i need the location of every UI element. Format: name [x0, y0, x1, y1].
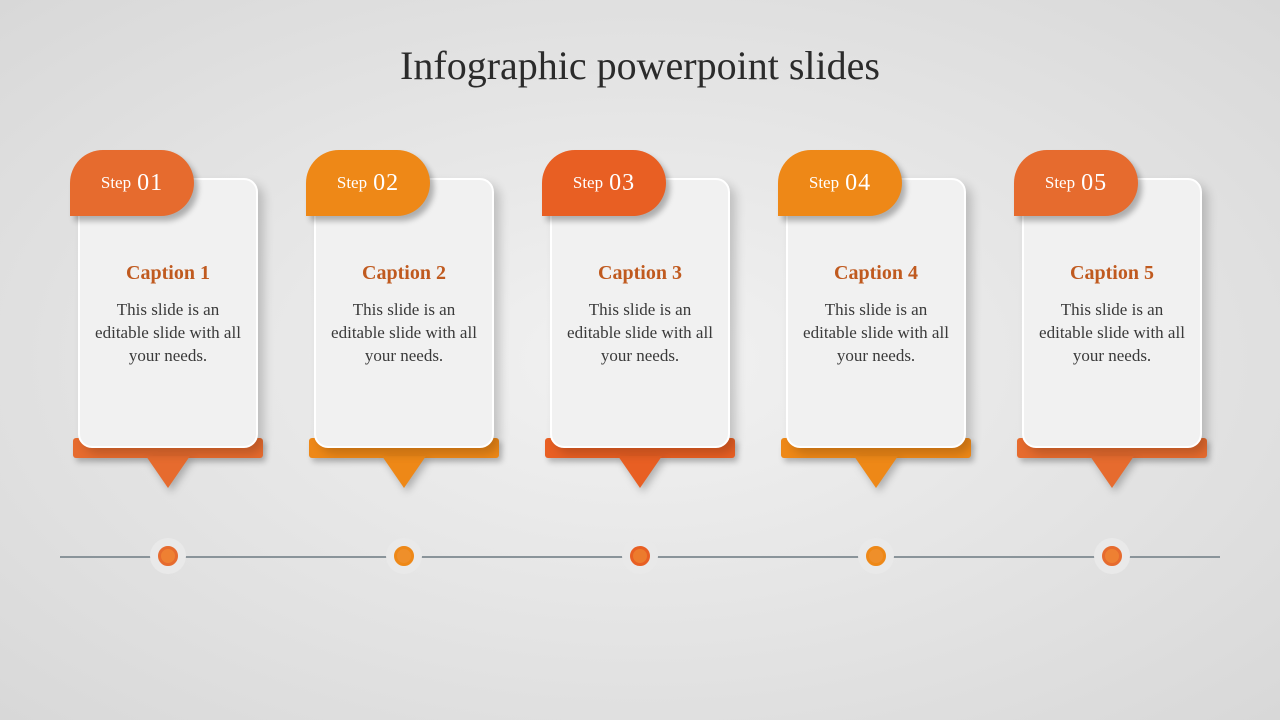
step-number: 05 — [1081, 170, 1107, 197]
under-triangle-icon — [382, 456, 426, 488]
step-card-4: Step 04 Caption 4 This slide is an edita… — [778, 178, 974, 448]
caption: Caption 1 — [94, 262, 242, 285]
body-text: This slide is an editable slide with all… — [1038, 299, 1186, 368]
card-panel: Step 02 Caption 2 This slide is an edita… — [314, 178, 494, 448]
card-panel: Step 05 Caption 5 This slide is an edita… — [1022, 178, 1202, 448]
step-badge: Step 04 — [778, 150, 902, 216]
body-text: This slide is an editable slide with all… — [566, 299, 714, 368]
page-title: Infographic powerpoint slides — [0, 42, 1280, 89]
dot-inner-icon — [1102, 546, 1122, 566]
timeline-dot — [858, 538, 894, 574]
caption: Caption 4 — [802, 262, 950, 285]
card-panel: Step 01 Caption 1 This slide is an edita… — [78, 178, 258, 448]
step-card-3: Step 03 Caption 3 This slide is an edita… — [542, 178, 738, 448]
under-triangle-icon — [618, 456, 662, 488]
step-badge: Step 05 — [1014, 150, 1138, 216]
step-label: Step — [101, 173, 131, 193]
body-text: This slide is an editable slide with all… — [802, 299, 950, 368]
dot-inner-icon — [866, 546, 886, 566]
card-panel: Step 04 Caption 4 This slide is an edita… — [786, 178, 966, 448]
step-card-1: Step 01 Caption 1 This slide is an edita… — [70, 178, 266, 448]
step-label: Step — [1045, 173, 1075, 193]
step-label: Step — [573, 173, 603, 193]
step-card-2: Step 02 Caption 2 This slide is an edita… — [306, 178, 502, 448]
timeline-dot — [150, 538, 186, 574]
step-badge: Step 02 — [306, 150, 430, 216]
timeline-dot — [1094, 538, 1130, 574]
body-text: This slide is an editable slide with all… — [94, 299, 242, 368]
step-label: Step — [809, 173, 839, 193]
step-number: 03 — [609, 170, 635, 197]
under-triangle-icon — [854, 456, 898, 488]
dot-inner-icon — [394, 546, 414, 566]
step-number: 01 — [137, 170, 163, 197]
under-triangle-icon — [146, 456, 190, 488]
timeline-dot — [386, 538, 422, 574]
timeline-dot — [622, 538, 658, 574]
step-number: 04 — [845, 170, 871, 197]
under-triangle-icon — [1090, 456, 1134, 488]
caption: Caption 5 — [1038, 262, 1186, 285]
cards-row: Step 01 Caption 1 This slide is an edita… — [0, 178, 1280, 448]
dot-inner-icon — [158, 546, 178, 566]
step-badge: Step 01 — [70, 150, 194, 216]
dot-inner-icon — [630, 546, 650, 566]
card-panel: Step 03 Caption 3 This slide is an edita… — [550, 178, 730, 448]
step-card-5: Step 05 Caption 5 This slide is an edita… — [1014, 178, 1210, 448]
step-badge: Step 03 — [542, 150, 666, 216]
caption: Caption 3 — [566, 262, 714, 285]
step-label: Step — [337, 173, 367, 193]
body-text: This slide is an editable slide with all… — [330, 299, 478, 368]
step-number: 02 — [373, 170, 399, 197]
caption: Caption 2 — [330, 262, 478, 285]
